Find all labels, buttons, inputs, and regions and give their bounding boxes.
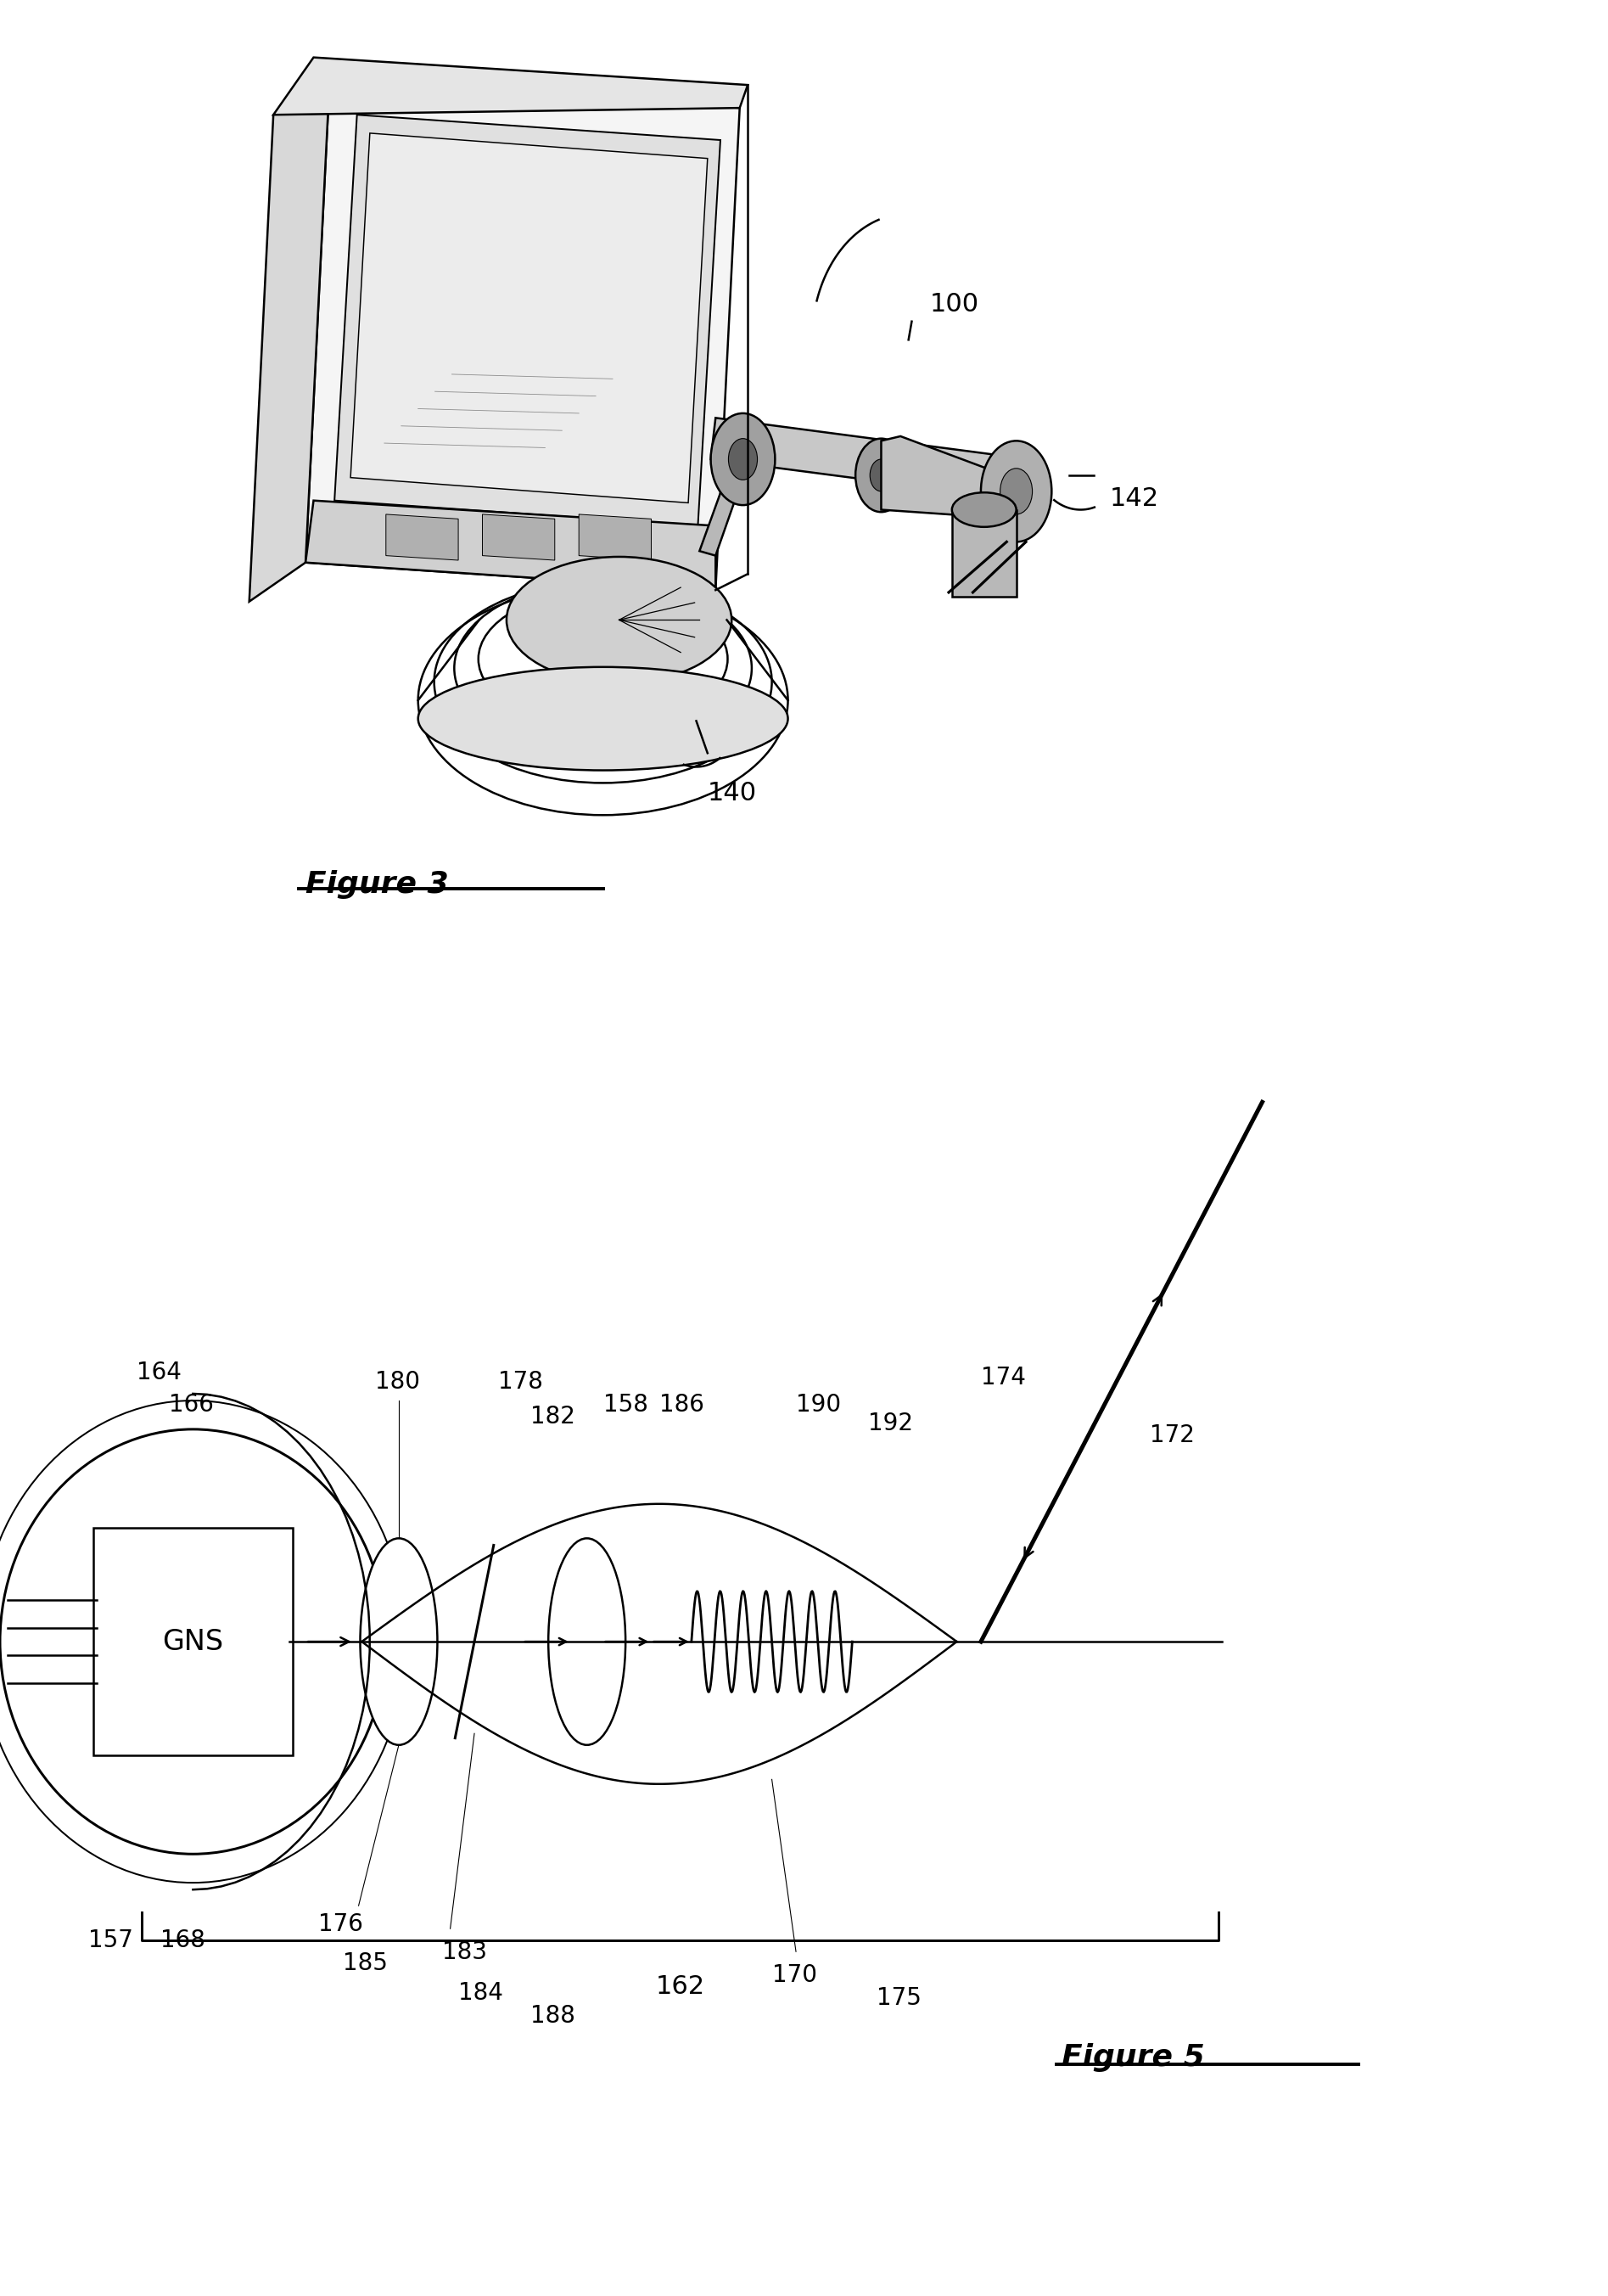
Polygon shape <box>351 133 708 503</box>
Polygon shape <box>482 514 555 560</box>
Text: 188: 188 <box>531 2004 576 2027</box>
Polygon shape <box>386 514 458 560</box>
Ellipse shape <box>548 1538 626 1745</box>
Ellipse shape <box>507 558 732 684</box>
Text: 182: 182 <box>531 1405 576 1428</box>
Text: 192: 192 <box>868 1412 913 1435</box>
Text: 183: 183 <box>442 1940 487 1963</box>
Text: Figure 3: Figure 3 <box>306 870 449 900</box>
Circle shape <box>728 439 757 480</box>
Text: 190: 190 <box>796 1394 841 1417</box>
Text: 172: 172 <box>1150 1424 1195 1446</box>
Circle shape <box>1000 468 1032 514</box>
Text: 178: 178 <box>498 1371 544 1394</box>
Polygon shape <box>711 418 1029 501</box>
Polygon shape <box>881 436 1005 517</box>
Text: 176: 176 <box>318 1913 363 1936</box>
Polygon shape <box>699 471 743 556</box>
Text: 184: 184 <box>458 1981 503 2004</box>
Polygon shape <box>579 514 651 560</box>
Polygon shape <box>952 510 1016 597</box>
Text: 174: 174 <box>981 1366 1026 1389</box>
Text: 185: 185 <box>343 1952 388 1975</box>
Polygon shape <box>273 57 748 115</box>
Ellipse shape <box>360 1538 437 1745</box>
Text: 168: 168 <box>161 1929 206 1952</box>
Polygon shape <box>306 501 716 590</box>
Text: 175: 175 <box>876 1986 921 2009</box>
Text: Figure 5: Figure 5 <box>1061 2043 1204 2073</box>
FancyBboxPatch shape <box>93 1529 293 1756</box>
Circle shape <box>711 413 775 505</box>
Text: 166: 166 <box>169 1394 214 1417</box>
Ellipse shape <box>418 666 788 771</box>
Ellipse shape <box>952 494 1016 526</box>
Text: 186: 186 <box>659 1394 704 1417</box>
Text: 142: 142 <box>1110 487 1159 512</box>
Text: 164: 164 <box>137 1362 182 1384</box>
Polygon shape <box>249 80 330 602</box>
Circle shape <box>981 441 1052 542</box>
Text: GNS: GNS <box>162 1628 224 1655</box>
Circle shape <box>870 459 892 491</box>
Text: 157: 157 <box>88 1929 133 1952</box>
Text: 140: 140 <box>708 781 757 806</box>
Circle shape <box>855 439 907 512</box>
Polygon shape <box>306 80 740 590</box>
Text: 180: 180 <box>375 1371 420 1394</box>
Text: 158: 158 <box>603 1394 648 1417</box>
Text: 162: 162 <box>656 1975 704 2000</box>
Text: 170: 170 <box>772 1963 817 1986</box>
Text: 100: 100 <box>929 292 979 317</box>
Polygon shape <box>334 115 720 526</box>
